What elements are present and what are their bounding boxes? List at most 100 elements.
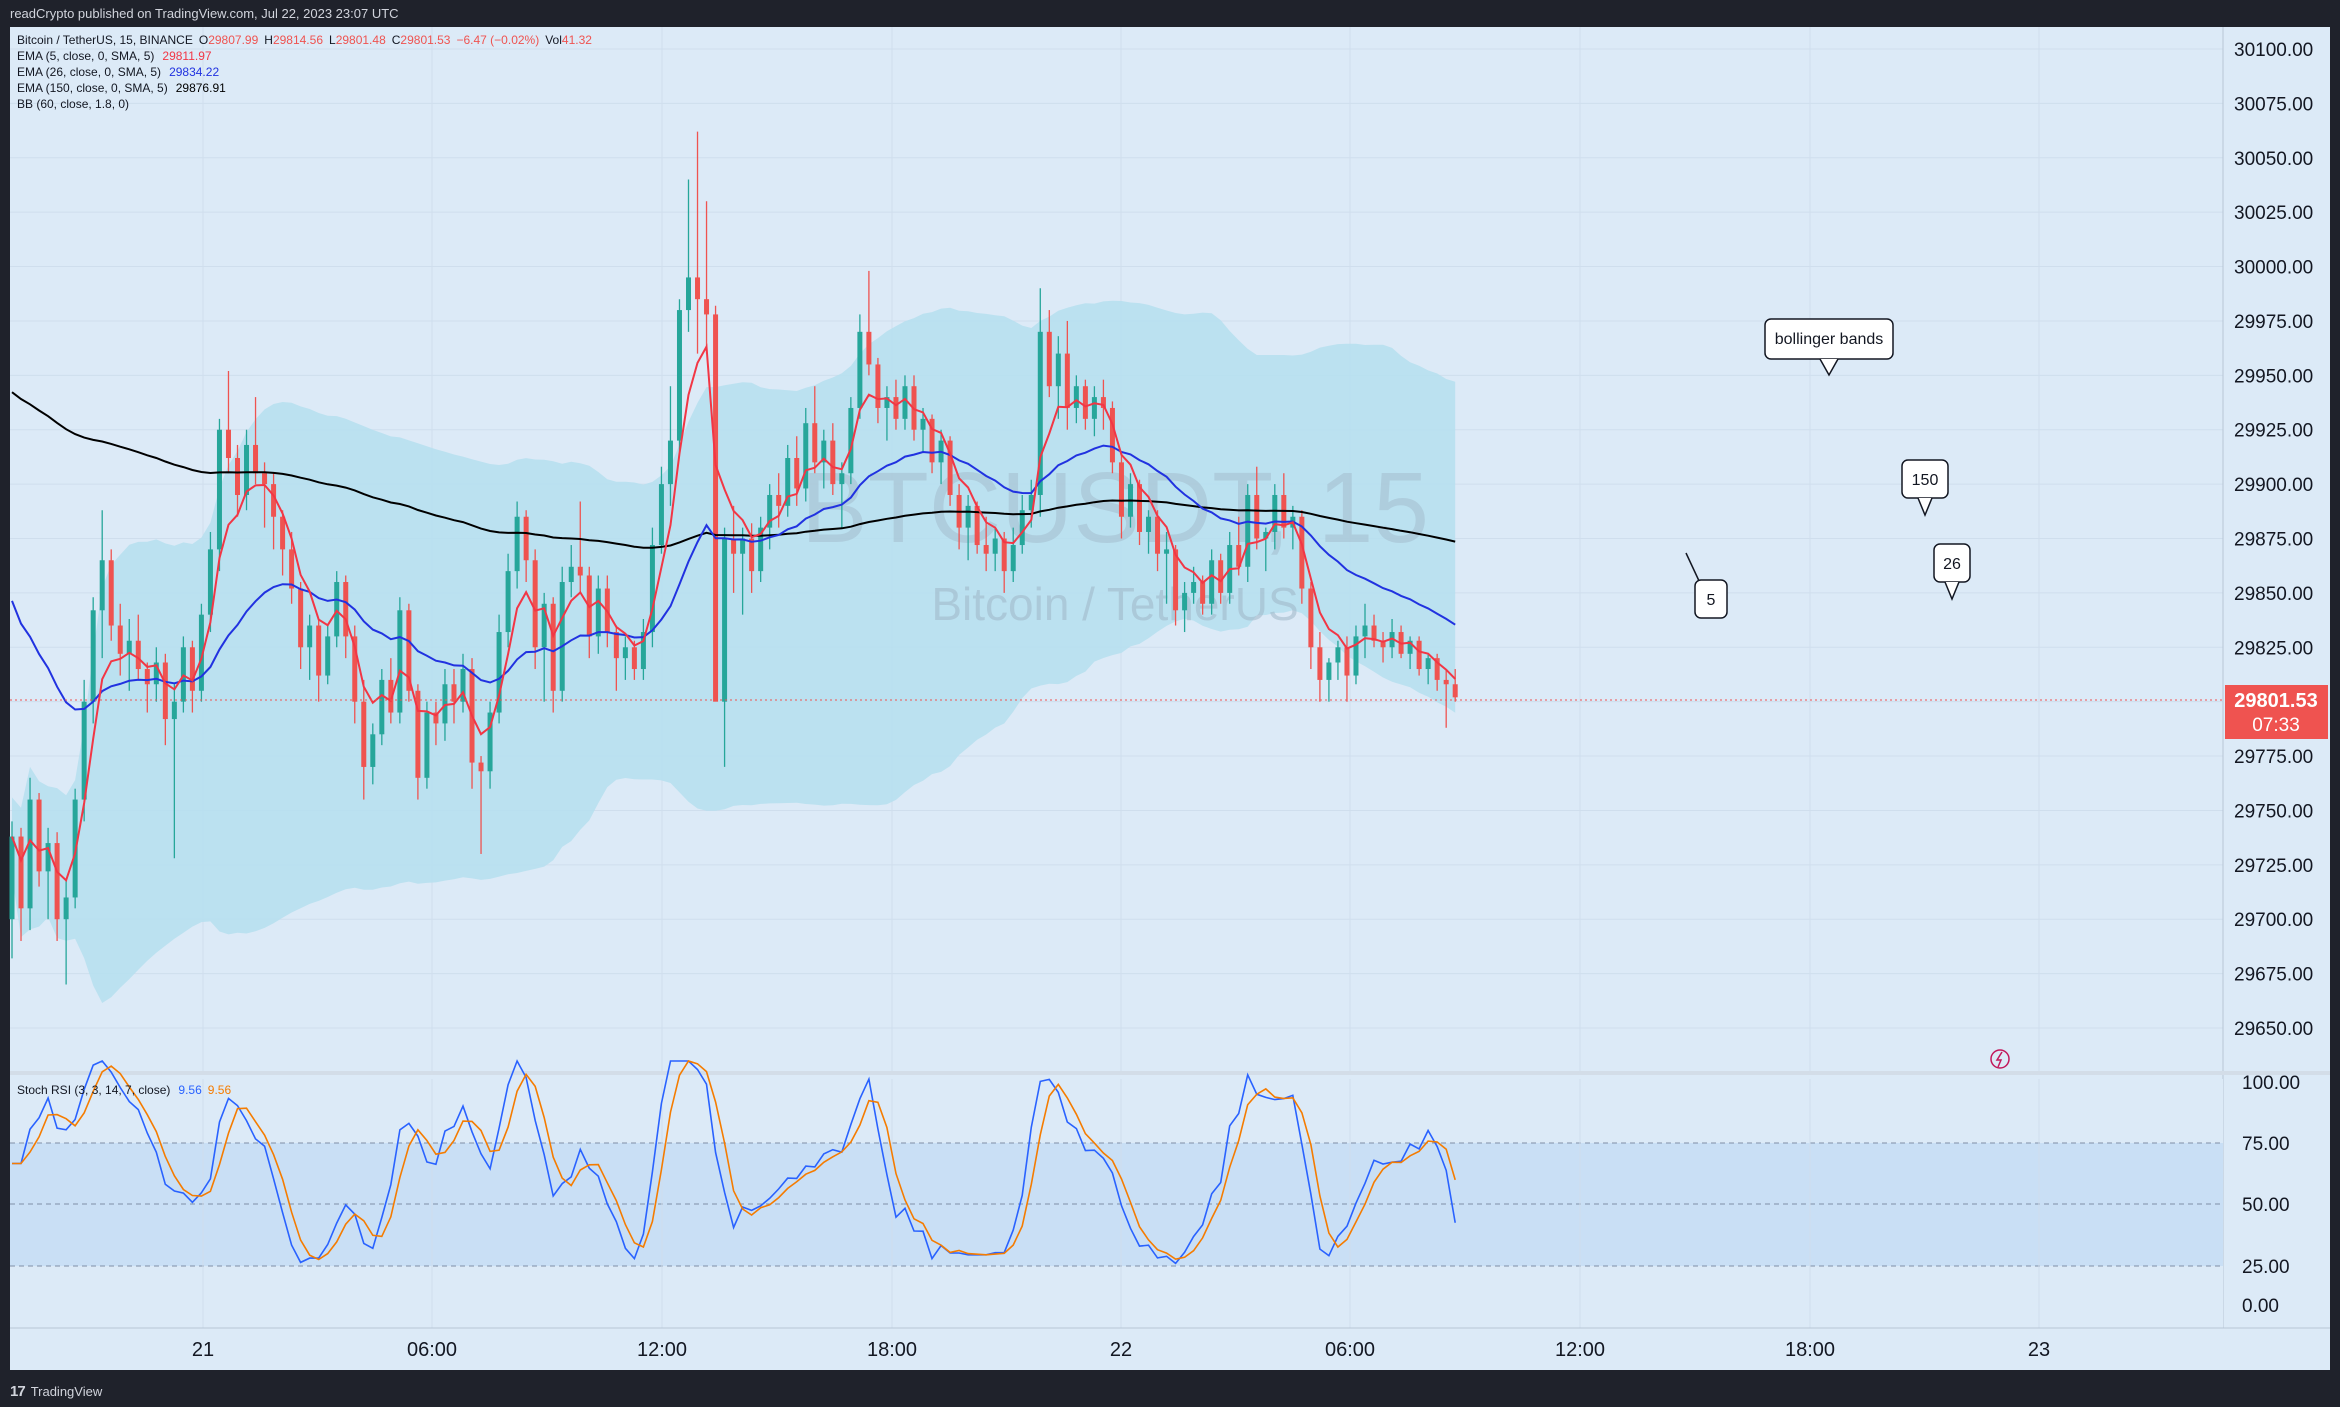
annotation-ema26[interactable]: 26 [1933, 543, 1971, 601]
candle [1272, 484, 1278, 550]
candle [1137, 479, 1142, 546]
price-tick-label: 30000.00 [2234, 258, 2313, 279]
stoch-tick-label: 0.00 [2242, 1296, 2279, 1317]
candle [415, 684, 421, 800]
legend-open: 29807.99 [208, 33, 258, 47]
price-tick-label: 29900.00 [2234, 475, 2313, 496]
candle [595, 575, 601, 654]
candle [830, 423, 836, 495]
candle [135, 614, 141, 680]
candle [767, 484, 773, 550]
annotation-ema5[interactable]: 5 [1685, 552, 1728, 619]
pane-separator[interactable] [10, 1071, 2330, 1075]
candle [1064, 320, 1070, 430]
candle [487, 701, 493, 789]
candle [857, 314, 863, 419]
stoch-rsi-pane[interactable]: Stoch RSI (3, 3, 14, 7, close) 9.56 9.56 1… [10, 1059, 2300, 1328]
candle [640, 618, 646, 680]
candle [171, 684, 177, 859]
stoch-tick-label: 25.00 [2242, 1257, 2290, 1278]
candle [1218, 553, 1224, 604]
candle [902, 375, 908, 430]
annotation-bollinger-text: bollinger bands [1775, 331, 1884, 348]
candle [776, 473, 782, 528]
candle [704, 201, 710, 354]
annotation-ema5-text: 5 [1707, 592, 1716, 609]
candle [929, 414, 935, 474]
annotation-ema150-text: 150 [1912, 472, 1939, 489]
candle [658, 466, 664, 554]
stoch-tick-label: 75.00 [2242, 1134, 2290, 1155]
candle [713, 305, 719, 702]
price-tick-label: 30050.00 [2234, 149, 2313, 170]
candle [1082, 379, 1088, 430]
stoch-k-value: 9.56 [178, 1083, 202, 1097]
candle [334, 571, 340, 648]
candles [9, 131, 1458, 985]
legend-ema150-value: 29876.91 [176, 81, 226, 95]
candle [1182, 582, 1188, 633]
legend-close: 29801.53 [400, 33, 450, 47]
legend-c-label: C [392, 33, 401, 47]
watermark-ticker: BTCUSDT, 15 [801, 452, 1429, 564]
candle [189, 640, 195, 713]
price-tag-value: 29801.53 [2234, 690, 2317, 712]
annotation-ema150[interactable]: 150 [1901, 459, 1949, 517]
legend-o-label: O [199, 33, 208, 47]
stoch-band [10, 1143, 2223, 1266]
candle [722, 527, 728, 767]
candle [271, 473, 277, 550]
time-tick-label: 22 [1110, 1339, 1132, 1361]
stoch-d-value: 9.56 [208, 1083, 232, 1097]
candle [920, 407, 926, 452]
time-tick-label: 23 [2028, 1339, 2050, 1361]
time-axis[interactable]: 21 06:00 12:00 18:00 22 06:00 12:00 18:00 23 [10, 1327, 2330, 1370]
legend-low: 29801.48 [336, 33, 386, 47]
candle [1416, 636, 1422, 676]
candle [18, 827, 24, 941]
legend-volume: 41.32 [562, 33, 592, 47]
annotation-bollinger[interactable]: bollinger bands [1764, 318, 1894, 377]
candle [253, 397, 259, 485]
candle [866, 270, 872, 376]
legend-l-label: L [329, 33, 336, 47]
candle [613, 625, 619, 691]
candle [785, 444, 791, 517]
legend-bb-label: BB (60, close, 1.8, 0) [17, 97, 129, 111]
time-tick-label: 21 [192, 1339, 214, 1361]
candle [559, 566, 565, 702]
candle [839, 462, 845, 528]
time-tick-label: 06:00 [1325, 1339, 1375, 1361]
watermark: BTCUSDT, 15 Bitcoin / TetherUS [801, 452, 1429, 630]
ema-150-line [11, 391, 1456, 549]
legend-ema26-value: 29834.22 [169, 65, 219, 79]
candle [848, 397, 854, 485]
stoch-label: Stoch RSI (3, 3, 14, 7, close) [17, 1083, 170, 1097]
candle [577, 501, 583, 593]
candle [27, 777, 33, 931]
candle [153, 647, 159, 702]
chart[interactable]: BTCUSDT, 15 Bitcoin / TetherUS bollinger… [0, 27, 2340, 1370]
candle [244, 429, 250, 511]
legend-ema5-label: EMA (5, close, 0, SMA, 5) [17, 49, 154, 63]
time-tick-label: 18:00 [1785, 1339, 1835, 1361]
price-tick-label: 29725.00 [2234, 856, 2313, 877]
candle [307, 614, 313, 680]
price-tag: 29801.53 07:33 [2225, 685, 2328, 739]
candle [478, 756, 484, 854]
price-tick-label: 29850.00 [2234, 584, 2313, 605]
candle [1019, 494, 1025, 554]
candle [758, 516, 764, 583]
candle [225, 370, 231, 474]
legend-ema26-label: EMA (26, close, 0, SMA, 5) [17, 65, 161, 79]
price-tick-label: 30025.00 [2234, 203, 2313, 224]
legend-change: −6.47 (−0.02%) [456, 33, 539, 47]
candle [1443, 669, 1449, 728]
candle [965, 494, 971, 561]
candle [298, 582, 304, 670]
alert-icon[interactable] [1990, 1049, 2010, 1069]
candle [496, 614, 502, 724]
candle [983, 516, 989, 572]
candle [406, 603, 412, 702]
candle [1055, 336, 1061, 419]
